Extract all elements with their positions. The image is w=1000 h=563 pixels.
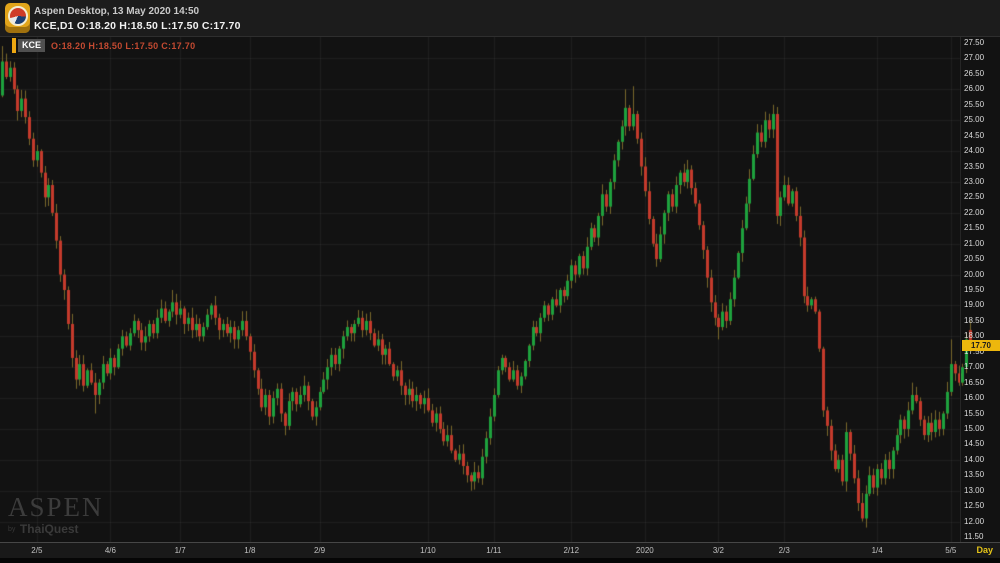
- y-axis-label: 19.00: [964, 300, 985, 310]
- watermark-brand: ASPEN: [8, 492, 104, 522]
- y-axis-label: 26.00: [964, 84, 985, 94]
- y-axis-label: 23.50: [964, 161, 985, 171]
- y-axis-label: 13.00: [964, 485, 985, 495]
- y-axis-label: 17.00: [964, 362, 985, 372]
- y-axis-label: 25.50: [964, 99, 985, 109]
- footer-strip: [0, 558, 1000, 563]
- ohlc-readout: O:18.20 H:18.50 L:17.50 C:17.70: [51, 41, 196, 51]
- y-axis-label: 15.00: [964, 423, 985, 433]
- y-axis-label: 13.50: [964, 470, 985, 480]
- x-axis-label: 2/9: [313, 546, 326, 555]
- x-axis-label: 2/12: [563, 546, 580, 555]
- watermark: ASPEN by ThaiQuest: [8, 494, 104, 538]
- y-axis-label: 24.50: [964, 130, 985, 140]
- y-axis-label: 21.50: [964, 223, 985, 233]
- y-axis-label: 20.00: [964, 269, 985, 279]
- x-axis-label: 1/7: [174, 546, 186, 555]
- x-axis-label: 1/10: [420, 546, 436, 555]
- y-axis-label: 22.50: [964, 192, 985, 202]
- y-axis-label: 19.50: [964, 285, 985, 294]
- y-axis-label: 12.50: [964, 501, 985, 511]
- y-axis-label: 25.00: [964, 115, 985, 125]
- y-axis-label: 18.00: [964, 331, 985, 341]
- watermark-company: ThaiQuest: [19, 522, 79, 536]
- x-axis-label: 2/5: [31, 546, 43, 555]
- y-axis-label: 11.50: [964, 532, 984, 541]
- y-axis-label: 16.00: [964, 393, 985, 403]
- x-axis-label: 5/5: [945, 546, 957, 555]
- x-axis-label: 1/4: [871, 546, 883, 555]
- price-axis[interactable]: 27.50 27.00 26.50 26.00 25.50 25.00 24.50 24.00…: [960, 37, 1000, 542]
- y-axis-label: 18.50: [964, 315, 985, 325]
- x-axis-label: 4/6: [104, 546, 116, 555]
- date-axis[interactable]: Day 2/5 4/6 1/7 1/8 2/9 1/10 1/11 2/12 2020 3/2 2/…: [0, 542, 1000, 558]
- y-axis-label: 16.50: [964, 377, 985, 387]
- y-axis-label: 12.00: [964, 516, 985, 526]
- y-axis-label: 26.50: [964, 68, 985, 78]
- y-axis-label: 14.00: [964, 454, 985, 464]
- aspen-logo-emblem: [7, 5, 28, 26]
- app-title: Aspen Desktop, 13 May 2020 14:50: [34, 6, 200, 17]
- timeframe-label[interactable]: Day: [976, 545, 993, 555]
- x-axis-label: 1/8: [244, 546, 256, 555]
- y-axis-label: 17.50: [964, 346, 985, 356]
- y-axis-label: 27.50: [964, 38, 985, 47]
- y-axis-label: 24.00: [964, 146, 985, 156]
- symbol-accent-bar: [12, 38, 16, 53]
- symbol-badge: KCE: [18, 39, 46, 52]
- chart-area[interactable]: KCE O:18.20 H:18.50 L:17.50 C:17.70 ASPE…: [0, 37, 1000, 542]
- x-axis-label: 2/3: [778, 546, 790, 555]
- y-axis-label: 21.00: [964, 238, 985, 248]
- x-axis-label: 1/11: [486, 546, 502, 555]
- y-axis-label: 20.50: [964, 254, 985, 264]
- last-price-tag: 17.70: [962, 340, 1000, 351]
- candlestick-canvas[interactable]: [0, 37, 1000, 542]
- y-axis-label: 27.00: [964, 53, 985, 63]
- y-axis-label: 23.00: [964, 176, 985, 186]
- y-axis-label: 15.50: [964, 408, 985, 418]
- watermark-by: by: [8, 526, 16, 533]
- aspen-logo-icon: [5, 3, 30, 33]
- symbol-ohlc-title: KCE,D1 O:18.20 H:18.50 L:17.50 C:17.70: [34, 20, 241, 32]
- title-bar: Aspen Desktop, 13 May 2020 14:50 KCE,D1 …: [0, 0, 1000, 37]
- x-axis-label: 2020: [635, 546, 654, 555]
- y-axis-label: 14.50: [964, 439, 985, 449]
- x-axis-label: 3/2: [712, 546, 724, 555]
- y-axis-label: 22.00: [964, 207, 985, 217]
